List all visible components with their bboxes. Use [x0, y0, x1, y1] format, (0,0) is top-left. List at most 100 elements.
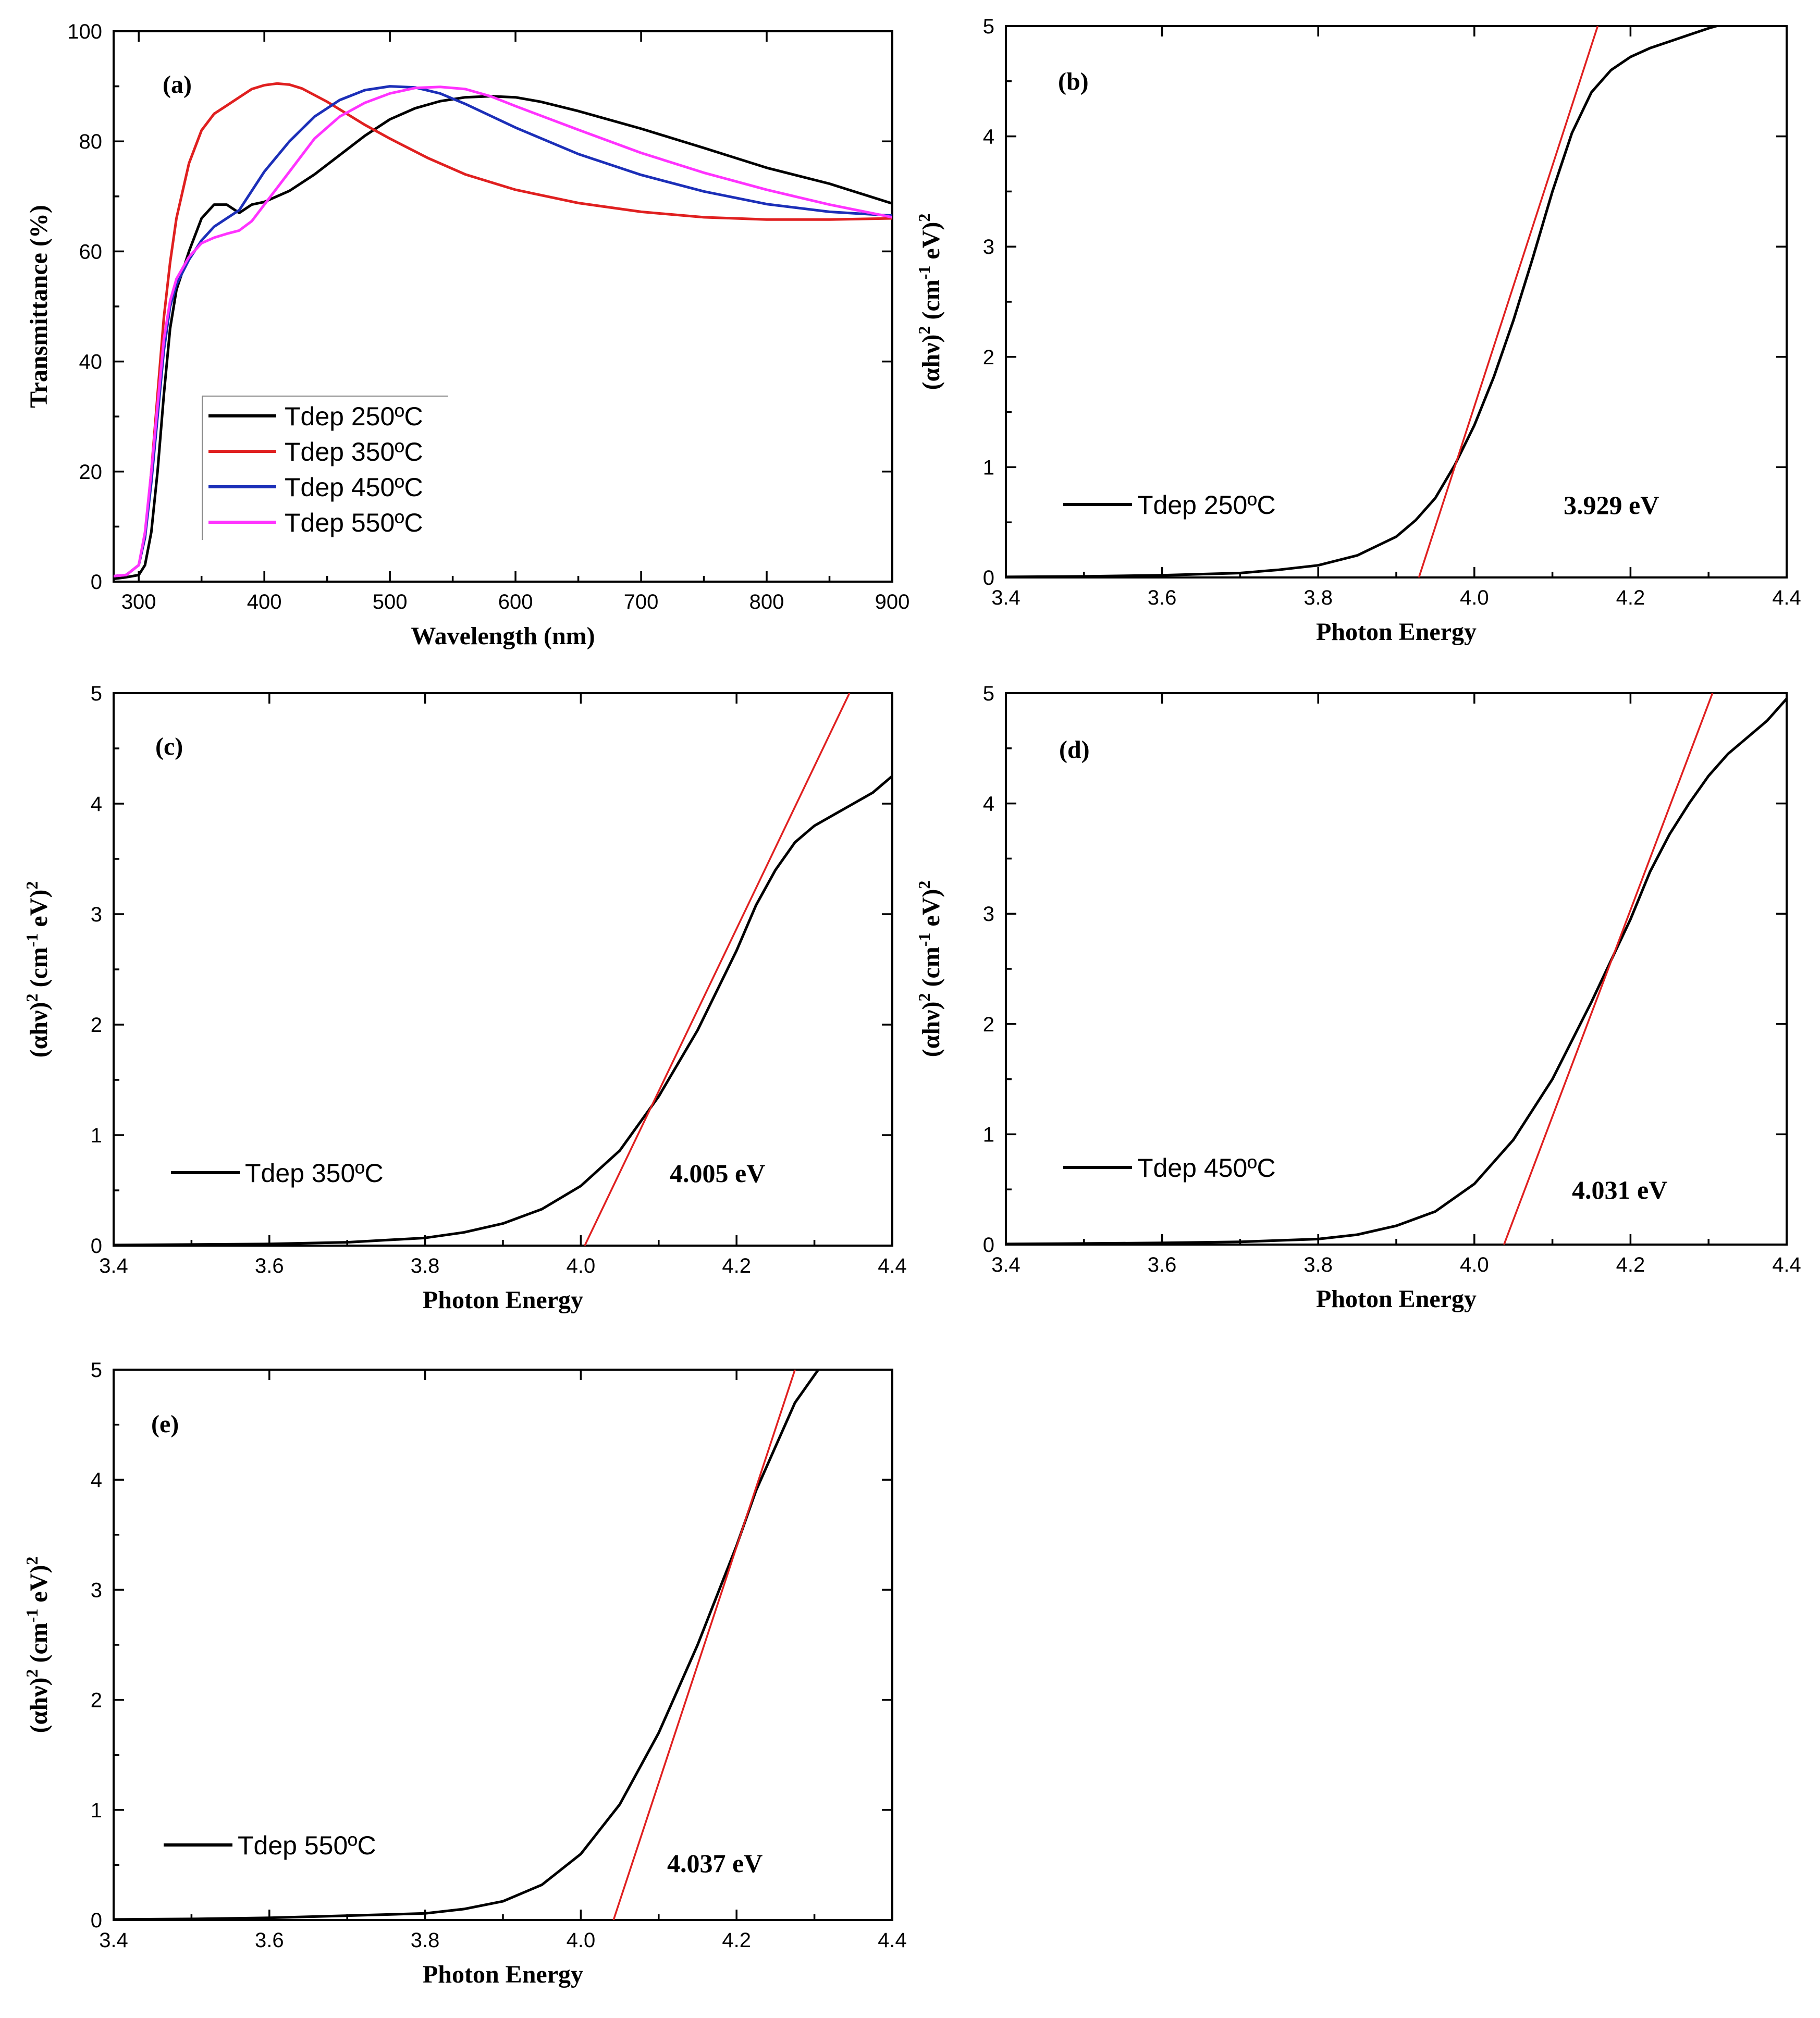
- panel-label: (b): [1058, 68, 1089, 95]
- y-tick-label: 2: [983, 346, 994, 369]
- x-tick-label: 3.4: [99, 1929, 128, 1952]
- plot-area: [1006, 26, 1718, 577]
- y-tick-label: 3: [91, 1579, 102, 1602]
- y-tick-label: 1: [983, 1123, 994, 1146]
- plot-area: [1006, 693, 1787, 1245]
- legend-entry: Tdep 450ºC: [1137, 1153, 1276, 1183]
- band-gap-label: 4.005 eV: [670, 1159, 765, 1188]
- x-tick-label: 4.2: [722, 1929, 751, 1952]
- x-tick-label: 4.4: [1772, 586, 1801, 609]
- y-tick-label: 4: [983, 793, 994, 816]
- y-tick-label: 0: [983, 567, 994, 589]
- x-tick-label: 3.6: [255, 1254, 284, 1277]
- y-tick-label: 40: [79, 351, 103, 374]
- plot-area: [114, 82, 892, 581]
- plot-frame: [1005, 692, 1788, 1246]
- x-tick-label: 3.8: [411, 1929, 440, 1952]
- panel-label: (e): [151, 1410, 179, 1438]
- y-tick-label: 0: [91, 1909, 102, 1932]
- x-tick-label: 4.0: [567, 1929, 596, 1952]
- legend-entry: Tdep 550ºC: [285, 508, 423, 537]
- legend-entry: Tdep 350ºC: [285, 437, 423, 466]
- y-tick-label: 5: [91, 682, 102, 705]
- x-axis-title: Photon Energy: [1316, 1285, 1477, 1313]
- y-tick-label: 2: [91, 1014, 102, 1037]
- plot-frame: [113, 692, 893, 1247]
- series-line-1: [114, 82, 892, 577]
- y-tick-label: 80: [79, 130, 103, 153]
- plot-frame: [1005, 25, 1788, 579]
- x-tick-label: 4.2: [1616, 586, 1645, 609]
- y-tick-label: 3: [983, 236, 994, 259]
- legend-entry: Tdep 250ºC: [285, 402, 423, 431]
- panel-label: (d): [1059, 736, 1090, 764]
- panel-label: (c): [155, 733, 183, 760]
- y-tick-label: 1: [91, 1124, 102, 1147]
- plot-area: [114, 693, 892, 1246]
- y-tick-label: 100: [67, 20, 102, 43]
- x-axis-title: Photon Energy: [1316, 618, 1477, 646]
- tangent-fit-line: [1503, 693, 1714, 1245]
- x-axis-title: Photon Energy: [423, 1286, 583, 1314]
- y-tick-label: 3: [91, 903, 102, 926]
- x-tick-label: 900: [875, 590, 910, 613]
- legend-entry: Tdep 350ºC: [245, 1159, 384, 1188]
- x-tick-label: 4.2: [1616, 1253, 1645, 1276]
- x-tick-label: 3.6: [1148, 1253, 1177, 1276]
- band-gap-label: 4.037 eV: [667, 1849, 763, 1878]
- y-tick-label: 4: [91, 793, 102, 816]
- y-axis-title: (αhν)2 (cm-1 eV)2: [915, 214, 945, 390]
- y-tick-label: 20: [79, 461, 103, 484]
- tangent-fit-line: [612, 1370, 796, 1920]
- y-axis-title: (αhν)2 (cm-1 eV)2: [915, 881, 945, 1057]
- x-tick-label: 300: [121, 590, 156, 613]
- x-tick-label: 3.6: [1148, 586, 1177, 609]
- x-tick-label: 4.0: [1460, 1253, 1489, 1276]
- chart-panel-c: 3.4 3.6 3.8 4.0 4.2 4.4 0 1 2 3 4 5 Photon Energy (αh…: [22, 682, 907, 1314]
- chart-panel-b: 3.4 3.6 3.8 4.0 4.2 4.4 0 1 2 3 4 5 Photon Energy (αh…: [915, 15, 1801, 646]
- legend: Tdep 250ºC Tdep 350ºC Tdep 450ºC Tdep 550ºC: [202, 396, 448, 540]
- y-tick-label: 1: [983, 456, 994, 479]
- x-tick-label: 500: [373, 590, 408, 613]
- y-axis-title: (αhν)2 (cm-1 eV)2: [22, 881, 53, 1058]
- x-tick-label: 4.4: [878, 1254, 907, 1277]
- chart-panel-e: 3.4 3.6 3.8 4.0 4.2 4.4 0 1 2 3 4 5 Photon Energy (αh…: [22, 1359, 907, 1988]
- legend-entry: Tdep 550ºC: [238, 1831, 376, 1860]
- y-axis-title: (αhν)2 (cm-1 eV)2: [22, 1557, 53, 1733]
- x-tick-label: 4.2: [722, 1254, 751, 1277]
- series-line-0: [114, 774, 892, 1246]
- y-tick-label: 1: [91, 1799, 102, 1822]
- chart-panel-a: 300 400 500 600 700 800 900 0 20 40 60 80 100 Wavelen…: [25, 20, 909, 650]
- panel-label: (a): [163, 71, 192, 99]
- y-tick-label: 60: [79, 240, 103, 263]
- y-tick-label: 0: [91, 1235, 102, 1258]
- x-tick-label: 3.4: [99, 1254, 128, 1277]
- band-gap-label: 4.031 eV: [1572, 1175, 1667, 1204]
- x-tick-label: 400: [247, 590, 282, 613]
- y-tick-label: 2: [91, 1689, 102, 1712]
- series-line-0: [114, 1370, 820, 1920]
- series-line-3: [114, 85, 892, 577]
- x-tick-label: 3.6: [255, 1929, 284, 1952]
- y-tick-label: 5: [983, 15, 994, 38]
- y-tick-label: 0: [983, 1234, 994, 1257]
- plot-frame: [113, 30, 893, 583]
- series-line-2: [114, 85, 892, 577]
- x-tick-label: 600: [498, 590, 533, 613]
- plot-area: [114, 1370, 820, 1920]
- x-axis-title: Wavelength (nm): [411, 622, 595, 650]
- legend: Tdep 250ºC: [1063, 490, 1276, 520]
- legend: Tdep 550ºC: [164, 1831, 376, 1860]
- plot-frame: [113, 1369, 893, 1921]
- series-line-0: [1006, 697, 1787, 1245]
- y-tick-label: 5: [91, 1359, 102, 1382]
- x-tick-label: 4.4: [878, 1929, 907, 1952]
- series-line-0: [1006, 26, 1718, 577]
- y-tick-label: 4: [983, 126, 994, 149]
- x-tick-label: 4.4: [1772, 1253, 1801, 1276]
- x-tick-label: 3.8: [411, 1254, 440, 1277]
- x-tick-label: 800: [749, 590, 784, 613]
- y-tick-label: 0: [91, 571, 102, 594]
- x-tick-label: 700: [624, 590, 659, 613]
